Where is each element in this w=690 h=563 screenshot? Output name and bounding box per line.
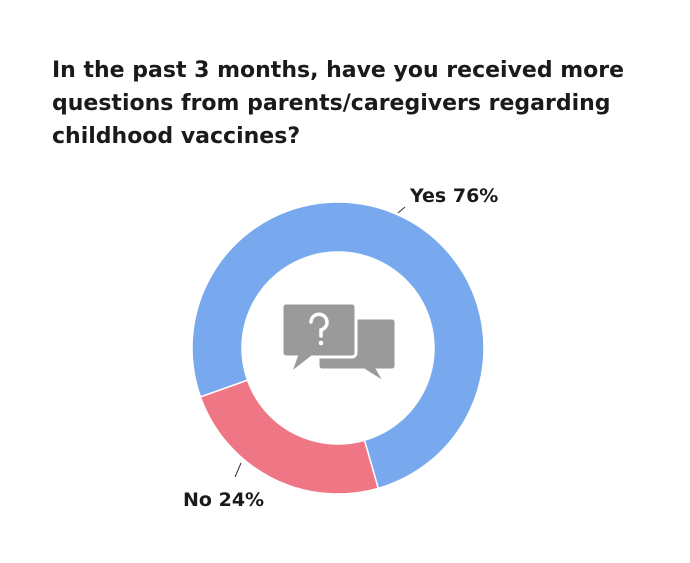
leader-line [397, 206, 406, 214]
donut-slice [199, 379, 380, 495]
chart-title: In the past 3 months, have you received … [52, 58, 625, 149]
value-label: 76% [453, 185, 498, 207]
slice-label: Yes 76% [409, 185, 498, 207]
donut-slice [191, 201, 485, 490]
question-icon [280, 301, 398, 386]
category-label: Yes [409, 185, 446, 207]
slice-label: No 24% [183, 489, 264, 511]
leader-line [234, 462, 242, 478]
category-label: No [183, 489, 212, 511]
value-label: 24% [219, 489, 264, 511]
